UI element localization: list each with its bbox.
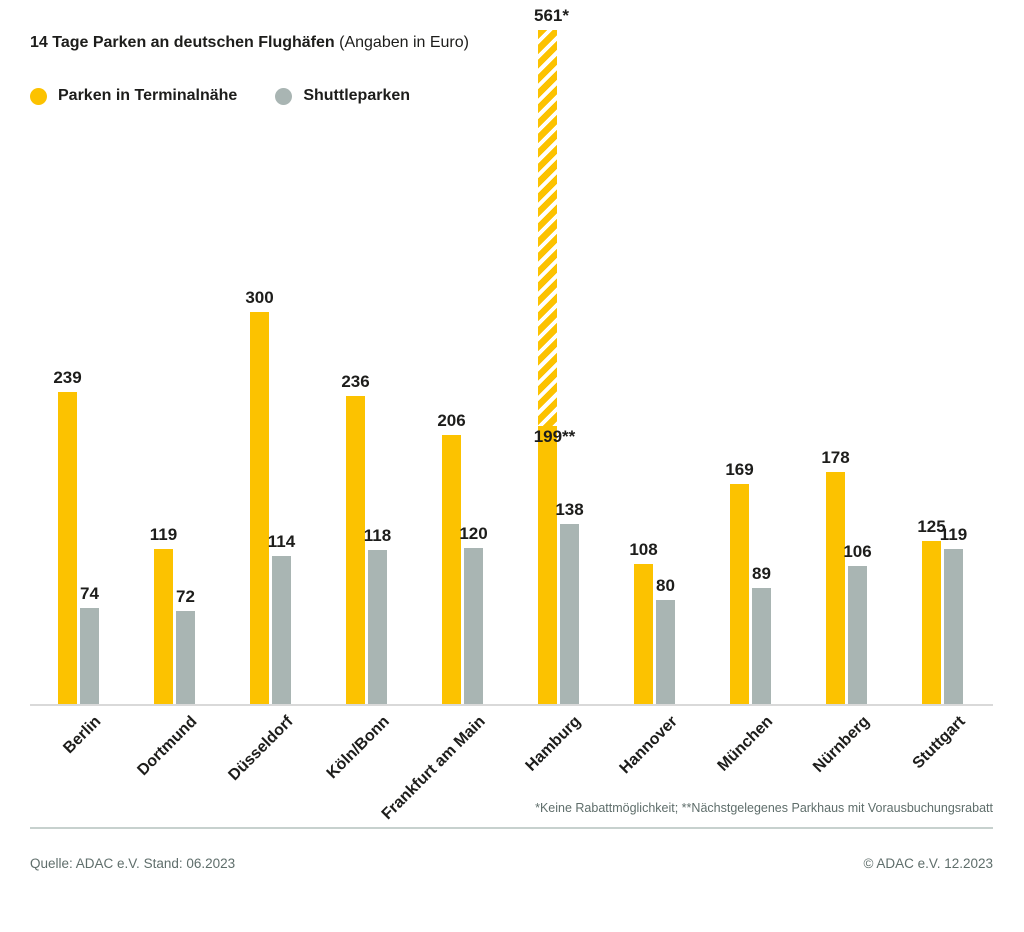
chart-title-main: 14 Tage Parken an deutschen Flughäfen [30, 34, 335, 51]
bar-shuttle [848, 566, 867, 705]
terminal-series-dot-icon [30, 87, 47, 105]
value-label-terminal: 300 [245, 288, 274, 307]
x-axis-label: Frankfurt am Main [378, 713, 489, 824]
source-text: Quelle: ADAC e.V. Stand: 06.2023 [30, 856, 236, 871]
bar-terminal-clipped-stripes [538, 30, 557, 426]
legend-item-terminal: Parken in Terminalnähe [30, 87, 237, 105]
bar-terminal [826, 472, 845, 705]
value-label-terminal-discount: 199** [533, 427, 576, 446]
value-label-shuttle: 119 [939, 525, 968, 544]
value-label-shuttle: 80 [656, 576, 675, 595]
bar-terminal [634, 564, 653, 705]
value-label-shuttle: 74 [80, 584, 99, 603]
copyright-text: © ADAC e.V. 12.2023 [863, 856, 993, 871]
value-label-terminal: 119 [149, 525, 178, 544]
bar-terminal [442, 435, 461, 705]
footnote: *Keine Rabattmöglichkeit; **Nächstgelege… [535, 801, 993, 815]
chart-title: 14 Tage Parken an deutschen Flughäfen (A… [30, 34, 469, 52]
x-axis-label: Hannover [616, 713, 681, 778]
bar-shuttle [464, 548, 483, 705]
bar-terminal [250, 312, 269, 705]
chart-title-unit: (Angaben in Euro) [339, 34, 469, 51]
value-label-terminal: 239 [53, 368, 82, 387]
value-label-terminal: 108 [629, 540, 658, 559]
x-axis-label: Stuttgart [909, 713, 969, 773]
bar-terminal [346, 396, 365, 705]
footer-divider [30, 827, 993, 829]
x-axis-label: Hamburg [522, 713, 585, 775]
bar-terminal [154, 549, 173, 705]
legend-item-shuttle: Shuttleparken [275, 87, 410, 105]
value-label-terminal: 169 [725, 460, 754, 479]
x-axis-label: Berlin [60, 713, 105, 758]
bar-shuttle [656, 600, 675, 705]
value-label-shuttle: 118 [363, 526, 392, 545]
bar-terminal [538, 426, 557, 705]
bar-shuttle [944, 549, 963, 705]
legend: Parken in Terminalnähe Shuttleparken [30, 87, 410, 105]
bar-terminal [730, 484, 749, 705]
x-axis-label: Nürnberg [809, 713, 873, 776]
value-label-terminal: 125 [917, 517, 946, 536]
bar-shuttle [560, 524, 579, 705]
bar-shuttle [752, 588, 771, 705]
bar-shuttle [368, 550, 387, 705]
bar-terminal [922, 541, 941, 705]
bar-shuttle [272, 556, 291, 705]
value-label-terminal: 206 [437, 411, 466, 430]
legend-label-shuttle: Shuttleparken [303, 87, 411, 104]
x-axis-label: München [714, 713, 777, 775]
value-label-shuttle: 114 [267, 532, 296, 551]
x-axis-label: Düsseldorf [225, 713, 297, 785]
value-label-shuttle: 120 [459, 524, 488, 543]
value-label-terminal: 561* [534, 6, 569, 25]
value-label-shuttle: 106 [843, 542, 872, 561]
value-label-shuttle: 72 [176, 587, 195, 606]
value-label-terminal: 236 [341, 372, 370, 391]
x-axis-line [30, 704, 993, 706]
value-label-terminal: 178 [821, 448, 850, 467]
legend-label-terminal: Parken in Terminalnähe [58, 87, 238, 104]
shuttle-series-dot-icon [275, 87, 293, 105]
x-axis-label: Dortmund [134, 713, 201, 780]
value-label-shuttle: 138 [555, 500, 584, 519]
x-axis-label: Köln/Bonn [323, 713, 393, 783]
value-label-shuttle: 89 [752, 564, 771, 583]
bar-shuttle [176, 611, 195, 705]
bar-shuttle [80, 608, 99, 705]
bar-terminal [58, 392, 77, 705]
